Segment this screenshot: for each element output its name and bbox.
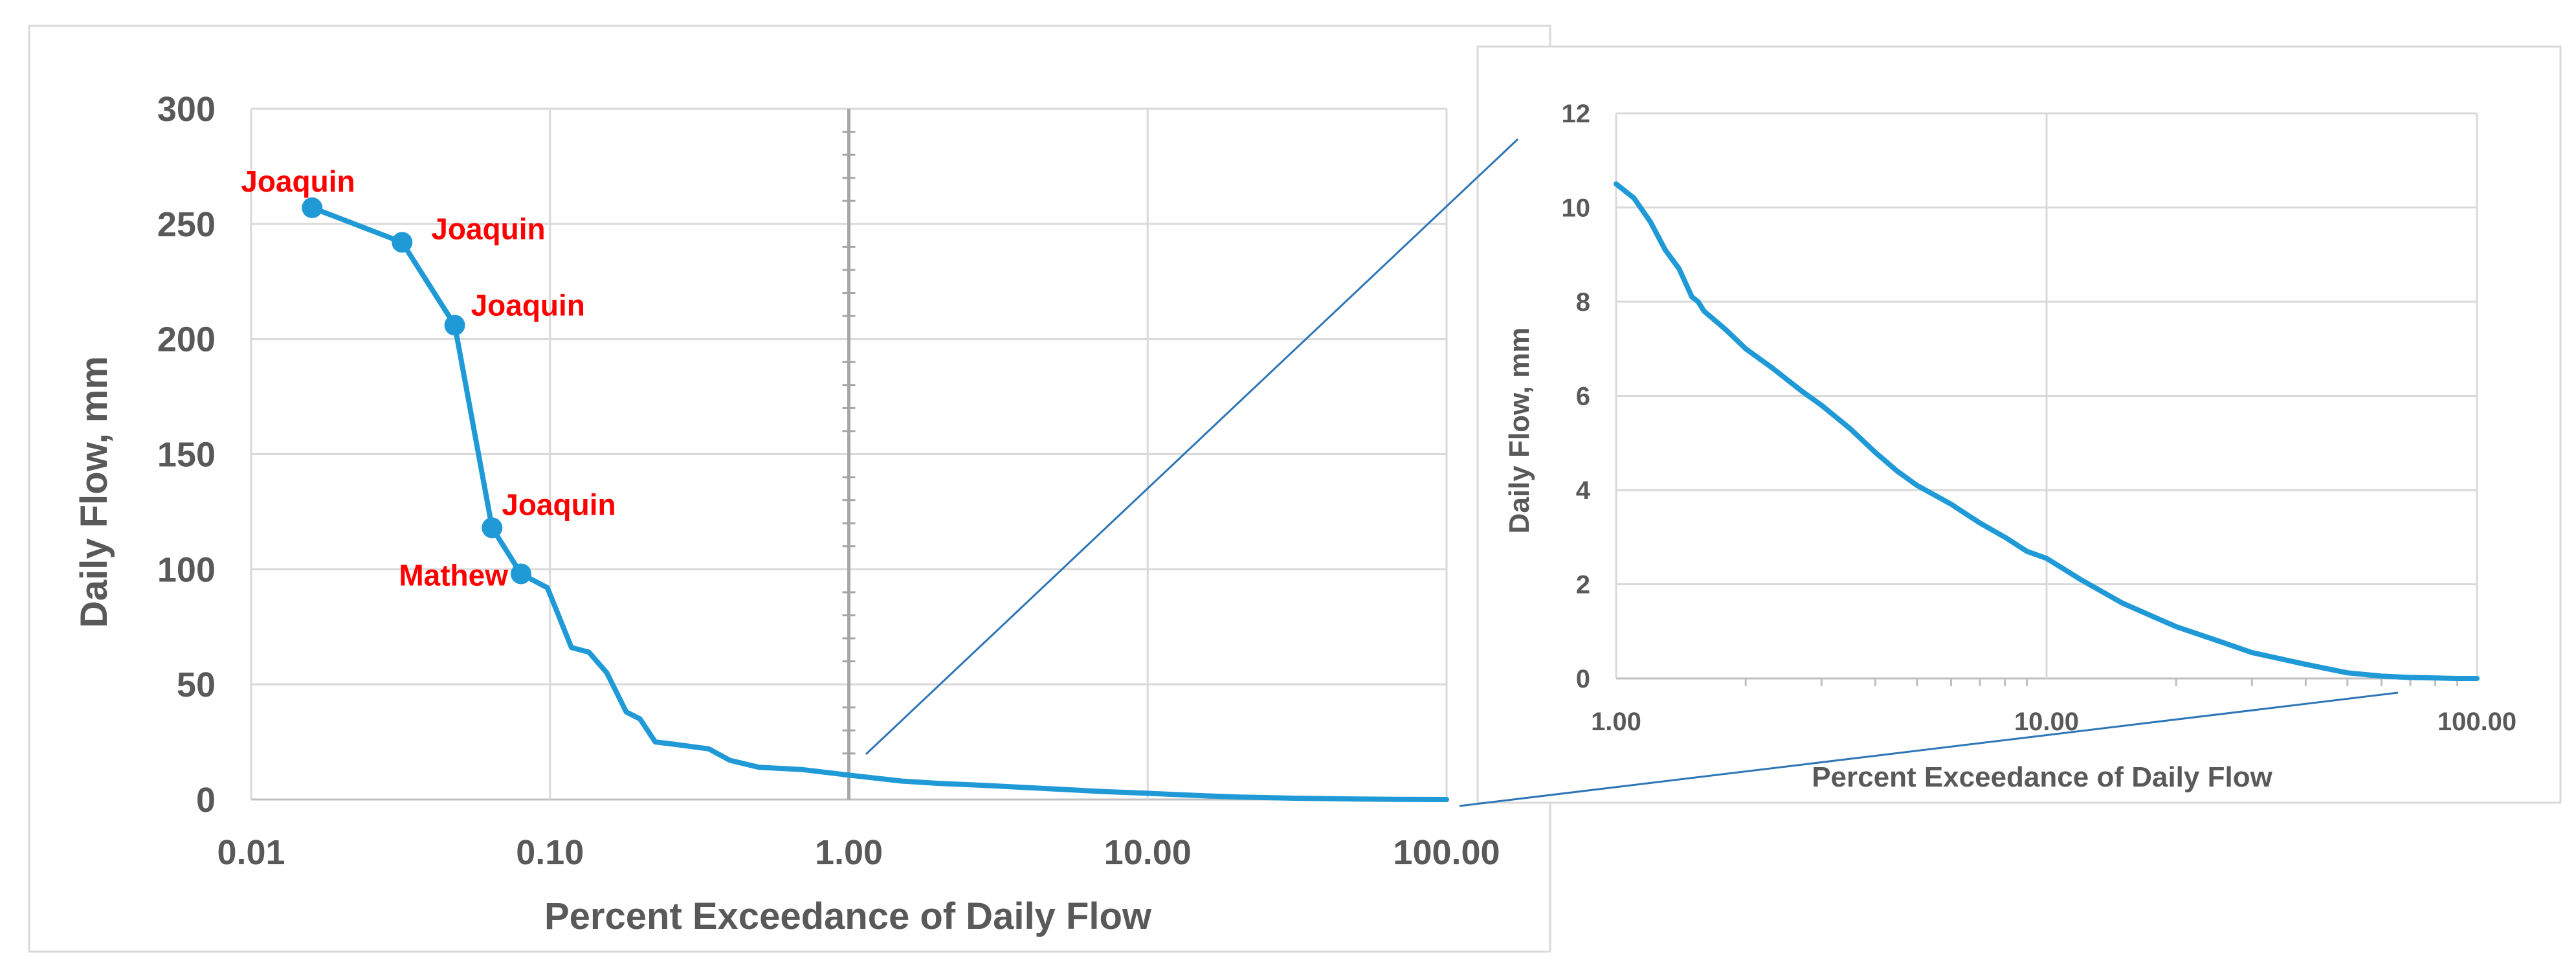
inset-y-tick-label: 0 [1576,665,1590,693]
main-chart: 0 50 100 150 200 250 300 0.01 0.10 1.00 10.00 100.0… [73,90,1500,937]
inset-x-axis-label: Percent Exceedance of Daily Flow [1812,761,2272,793]
main-y-tick-label: 250 [157,205,216,244]
inset-chart-frame [1476,45,2562,804]
inset-x-tick-label: 1.00 [1591,708,1641,736]
main-y-tick-label: 150 [157,436,216,475]
main-y-tick-label: 200 [157,320,216,359]
main-x-tick-label: 1.00 [815,833,883,872]
inset-y-tick-label: 2 [1576,571,1590,599]
storm-marker [392,232,413,253]
main-x-tick-label: 100.00 [1393,833,1500,872]
inset-y-axis-label: Daily Flow, mm [1504,328,1535,534]
inset-x-tick-label: 100.00 [2437,708,2516,736]
storm-marker [444,315,465,336]
inset-y-tick-label: 6 [1576,383,1590,411]
inset-x-tick-label: 10.00 [2014,708,2079,736]
main-y-tick-label: 100 [157,550,216,589]
main-y-axis-label: Daily Flow, mm [73,356,115,628]
inset-series-line [1614,181,2480,681]
main-series-line [309,205,1449,802]
zoom-callout-line-upper [865,138,1519,755]
inset-chart: 0 2 4 6 8 10 12 1.00 10.00 100.00 Percent Exceeda… [1504,100,2516,793]
inset-y-tick-label: 4 [1576,476,1591,505]
storm-marker [302,197,323,218]
main-x-tick-label: 0.10 [516,833,584,872]
inset-y-tick-label: 8 [1576,288,1590,317]
storm-label: Joaquin [431,212,545,245]
main-y-tick-label: 50 [177,665,216,704]
storm-label: Mathew [399,558,508,592]
storm-marker [511,563,532,585]
storm-label: Joaquin [241,164,355,198]
main-y-tick-label: 300 [157,90,216,129]
inset-y-tick-label: 12 [1562,100,1591,128]
storm-label: Joaquin [502,487,616,521]
storm-label: Joaquin [471,288,585,322]
main-y-tick-label: 0 [196,781,216,820]
main-x-tick-label: 10.00 [1104,833,1192,872]
storm-marker [482,517,503,539]
inset-y-tick-label: 10 [1562,194,1591,223]
main-x-axis-label: Percent Exceedance of Daily Flow [544,895,1152,937]
main-x-tick-label: 0.01 [217,833,285,872]
zoom-callout-line-lower [1459,691,2399,807]
